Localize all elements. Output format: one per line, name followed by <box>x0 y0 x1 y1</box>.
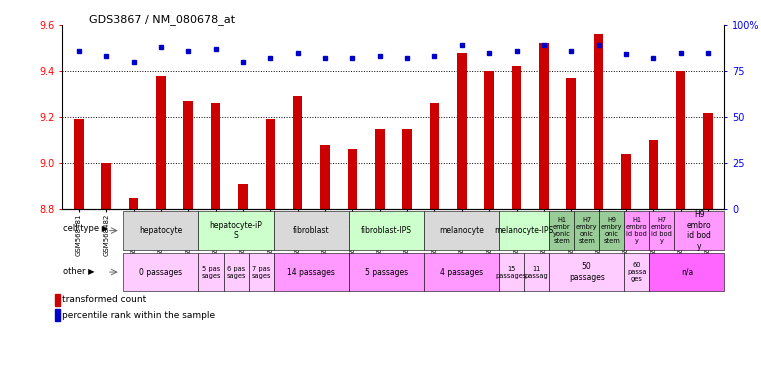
Bar <box>457 53 466 209</box>
FancyBboxPatch shape <box>199 211 274 250</box>
Bar <box>648 140 658 209</box>
Bar <box>511 66 521 209</box>
Text: n/a: n/a <box>681 268 693 276</box>
FancyBboxPatch shape <box>424 211 499 250</box>
Text: fibroblast: fibroblast <box>293 226 330 235</box>
Text: 50
passages: 50 passages <box>568 262 605 282</box>
Text: 15
passages: 15 passages <box>496 266 527 278</box>
Text: cell type ▶: cell type ▶ <box>63 224 108 233</box>
FancyBboxPatch shape <box>549 253 624 291</box>
Text: H7
embry
onic
stem: H7 embry onic stem <box>576 217 597 244</box>
FancyBboxPatch shape <box>599 211 624 250</box>
Text: H9
embry
onic
stem: H9 embry onic stem <box>601 217 622 244</box>
FancyBboxPatch shape <box>274 211 349 250</box>
Bar <box>539 43 549 209</box>
Text: GDS3867 / NM_080678_at: GDS3867 / NM_080678_at <box>89 14 235 25</box>
Bar <box>594 34 603 209</box>
Text: 14 passages: 14 passages <box>287 268 335 276</box>
FancyBboxPatch shape <box>274 253 349 291</box>
FancyBboxPatch shape <box>624 253 649 291</box>
FancyBboxPatch shape <box>349 253 424 291</box>
Bar <box>676 71 686 209</box>
Text: 60
passa
ges: 60 passa ges <box>627 262 647 282</box>
FancyBboxPatch shape <box>549 211 575 250</box>
FancyBboxPatch shape <box>624 211 649 250</box>
Text: hepatocyte-iP
S: hepatocyte-iP S <box>209 221 263 240</box>
Text: H1
embr
yonic
stem: H1 embr yonic stem <box>552 217 571 244</box>
FancyBboxPatch shape <box>123 253 199 291</box>
Text: 5 passages: 5 passages <box>365 268 408 276</box>
Bar <box>55 309 60 321</box>
Text: 4 passages: 4 passages <box>440 268 483 276</box>
Text: other ▶: other ▶ <box>63 266 94 275</box>
Bar <box>211 103 221 209</box>
FancyBboxPatch shape <box>123 211 199 250</box>
FancyBboxPatch shape <box>575 211 599 250</box>
Text: melanocyte: melanocyte <box>439 226 484 235</box>
Text: H9
embro
id bod
y: H9 embro id bod y <box>687 210 712 251</box>
Text: 6 pas
sages: 6 pas sages <box>226 266 246 278</box>
FancyBboxPatch shape <box>649 211 674 250</box>
Text: 7 pas
sages: 7 pas sages <box>251 266 271 278</box>
Bar <box>348 149 357 209</box>
FancyBboxPatch shape <box>499 253 524 291</box>
Bar <box>156 76 166 209</box>
FancyBboxPatch shape <box>674 211 724 250</box>
Text: 5 pas
sages: 5 pas sages <box>201 266 221 278</box>
Bar <box>375 129 384 209</box>
Bar <box>293 96 302 209</box>
Text: melanocyte-IPS: melanocyte-IPS <box>495 226 554 235</box>
FancyBboxPatch shape <box>224 253 249 291</box>
Text: H1
embro
id bod
y: H1 embro id bod y <box>626 217 648 244</box>
Bar <box>703 113 713 209</box>
Bar <box>621 154 631 209</box>
Bar <box>129 198 139 209</box>
Bar <box>403 129 412 209</box>
FancyBboxPatch shape <box>524 253 549 291</box>
Text: hepatocyte: hepatocyte <box>139 226 183 235</box>
Bar <box>320 145 330 209</box>
FancyBboxPatch shape <box>249 253 274 291</box>
Text: H7
embro
id bod
y: H7 embro id bod y <box>651 217 673 244</box>
Bar <box>566 78 576 209</box>
Bar <box>183 101 193 209</box>
Bar <box>485 71 494 209</box>
Bar <box>266 119 275 209</box>
Text: percentile rank within the sample: percentile rank within the sample <box>62 311 215 320</box>
Bar <box>55 294 60 306</box>
Bar <box>101 163 111 209</box>
Text: 0 passages: 0 passages <box>139 268 183 276</box>
Bar <box>430 103 439 209</box>
FancyBboxPatch shape <box>424 253 499 291</box>
FancyBboxPatch shape <box>649 253 724 291</box>
Text: 11
passag: 11 passag <box>525 266 549 278</box>
Bar <box>238 184 248 209</box>
FancyBboxPatch shape <box>349 211 424 250</box>
FancyBboxPatch shape <box>199 253 224 291</box>
Bar <box>74 119 84 209</box>
FancyBboxPatch shape <box>499 211 549 250</box>
Text: fibroblast-IPS: fibroblast-IPS <box>361 226 412 235</box>
Text: transformed count: transformed count <box>62 295 147 305</box>
